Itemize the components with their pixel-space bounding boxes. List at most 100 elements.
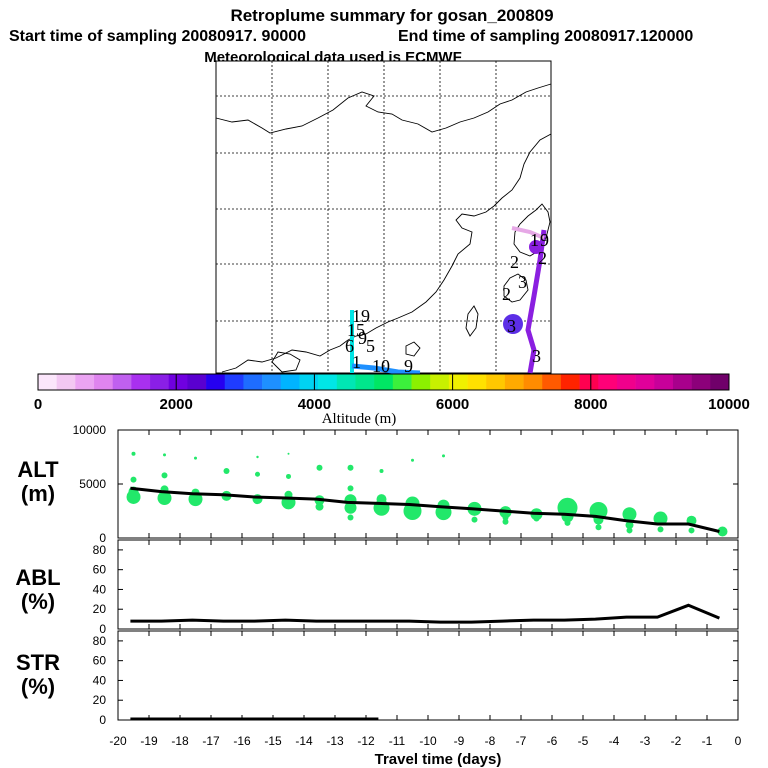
scatter-point: [376, 494, 387, 505]
title-line1: Retroplume summary for gosan_200809: [230, 6, 553, 25]
scatter-point: [347, 464, 354, 471]
x-tick-label: -9: [454, 734, 465, 748]
panel-str: 80 60 40 20 0: [93, 630, 739, 727]
colorbar-swatch: [224, 374, 244, 390]
scatter-point: [255, 471, 260, 477]
map-label: 1: [352, 352, 361, 372]
map-day-labels: 19 15 9 6 5 1 10 9 2 2 3 3 1 9 2 3: [345, 230, 549, 376]
scatter-point: [502, 518, 509, 525]
scatter-point: [161, 472, 168, 479]
colorbar-swatch: [243, 374, 263, 390]
str-unit: (%): [21, 674, 55, 699]
y-tick-label: 80: [93, 543, 107, 557]
scatter-point: [657, 526, 664, 533]
plume-track-west: [351, 363, 421, 376]
x-tick-label: -4: [609, 734, 620, 748]
colorbar-swatch: [579, 374, 599, 390]
map-frame: [215, 60, 552, 374]
colorbar-tick-label: 6000: [436, 396, 469, 413]
colorbar-swatch: [94, 374, 114, 390]
scatter-point: [717, 526, 728, 537]
x-tick-label: 0: [735, 734, 742, 748]
y-tick-label: 40: [93, 582, 107, 596]
map-panel: 19 15 9 6 5 1 10 9 2 2 3 3 1 9 2 3: [215, 60, 552, 376]
colorbar-swatch: [112, 374, 132, 390]
colorbar-swatch: [355, 374, 375, 390]
y-tick-label: 60: [93, 654, 107, 668]
y-tick-label: 5000: [79, 477, 106, 491]
x-tick-label: -11: [389, 734, 406, 748]
map-label: 2: [502, 284, 511, 304]
colorbar-swatch: [336, 374, 356, 390]
map-label: 2: [510, 252, 519, 272]
panel-abl: 80 60 40 20 0: [93, 539, 739, 636]
scatter-point: [130, 476, 137, 483]
colorbar-tick-label: 0: [34, 396, 42, 413]
x-tick-label: -10: [419, 734, 437, 748]
title-end-time: End time of sampling 20080917.120000: [398, 28, 693, 45]
scatter-point: [379, 469, 384, 474]
colorbar-swatch: [374, 374, 394, 390]
colorbar-swatch: [672, 374, 692, 390]
x-tick-label: -16: [233, 734, 251, 748]
x-tick-label: -12: [357, 734, 375, 748]
map-label: 2: [538, 248, 547, 268]
panel-frame: [117, 630, 739, 721]
colorbar-swatch: [150, 374, 170, 390]
colorbar-swatch: [206, 374, 226, 390]
x-tick-label: -17: [202, 734, 220, 748]
panel-alt: 10000 5000 0: [73, 423, 739, 545]
x-tick-label: -3: [640, 734, 651, 748]
x-tick-label: -5: [578, 734, 589, 748]
map-label: 1: [530, 230, 539, 250]
scatter-point: [188, 492, 203, 507]
colorbar-swatch: [430, 374, 450, 390]
x-tick-label: -8: [485, 734, 496, 748]
colorbar-swatch: [710, 374, 730, 390]
colorbar-swatch: [187, 374, 207, 390]
scatter-point: [347, 485, 354, 492]
scatter-point: [286, 473, 291, 479]
scatter-point: [502, 514, 509, 521]
scatter-point: [163, 453, 166, 457]
scatter-point: [442, 454, 445, 458]
colorbar-swatch: [691, 374, 711, 390]
x-tick-label: -15: [264, 734, 282, 748]
x-tick-label: -14: [295, 734, 313, 748]
map-label: 3: [532, 346, 541, 366]
scatter-point: [533, 515, 540, 522]
colorbar: 0 2000 4000 6000 8000 10000: [34, 373, 750, 413]
scatter-point: [626, 527, 633, 534]
colorbar-tick-label: 2000: [160, 396, 193, 413]
scatter-point: [223, 468, 230, 475]
y-tick-label: 80: [93, 634, 107, 648]
map-gridlines: [216, 61, 551, 373]
x-tick-label: -1: [702, 734, 713, 748]
plume-blob-violet: [503, 314, 523, 334]
map-label: 10: [372, 356, 390, 376]
colorbar-tick-label: 10000: [708, 396, 750, 413]
colorbar-swatch: [448, 374, 468, 390]
scatter-point: [622, 507, 637, 522]
series-line: [130, 486, 720, 533]
y-tick-label: 0: [99, 531, 106, 545]
y-tick-label: 0: [99, 713, 106, 727]
colorbar-swatch: [38, 374, 57, 390]
x-axis-label: Travel time (days): [375, 751, 502, 768]
colorbar-swatch: [467, 374, 487, 390]
map-label: 3: [507, 316, 516, 336]
colorbar-title: Altitude (m): [322, 411, 397, 427]
abl-label: ABL: [15, 565, 60, 590]
x-tick-label: -13: [326, 734, 344, 748]
x-tick-label: -7: [516, 734, 527, 748]
colorbar-swatch: [75, 374, 95, 390]
scatter-point: [653, 511, 668, 526]
colorbar-tick-label: 8000: [574, 396, 607, 413]
scatter-point: [287, 452, 290, 455]
scatter-point: [564, 519, 571, 526]
scatter-point: [194, 456, 197, 460]
x-tick-label: -19: [140, 734, 158, 748]
map-label: 9: [404, 356, 413, 376]
x-tick-label: -18: [171, 734, 189, 748]
